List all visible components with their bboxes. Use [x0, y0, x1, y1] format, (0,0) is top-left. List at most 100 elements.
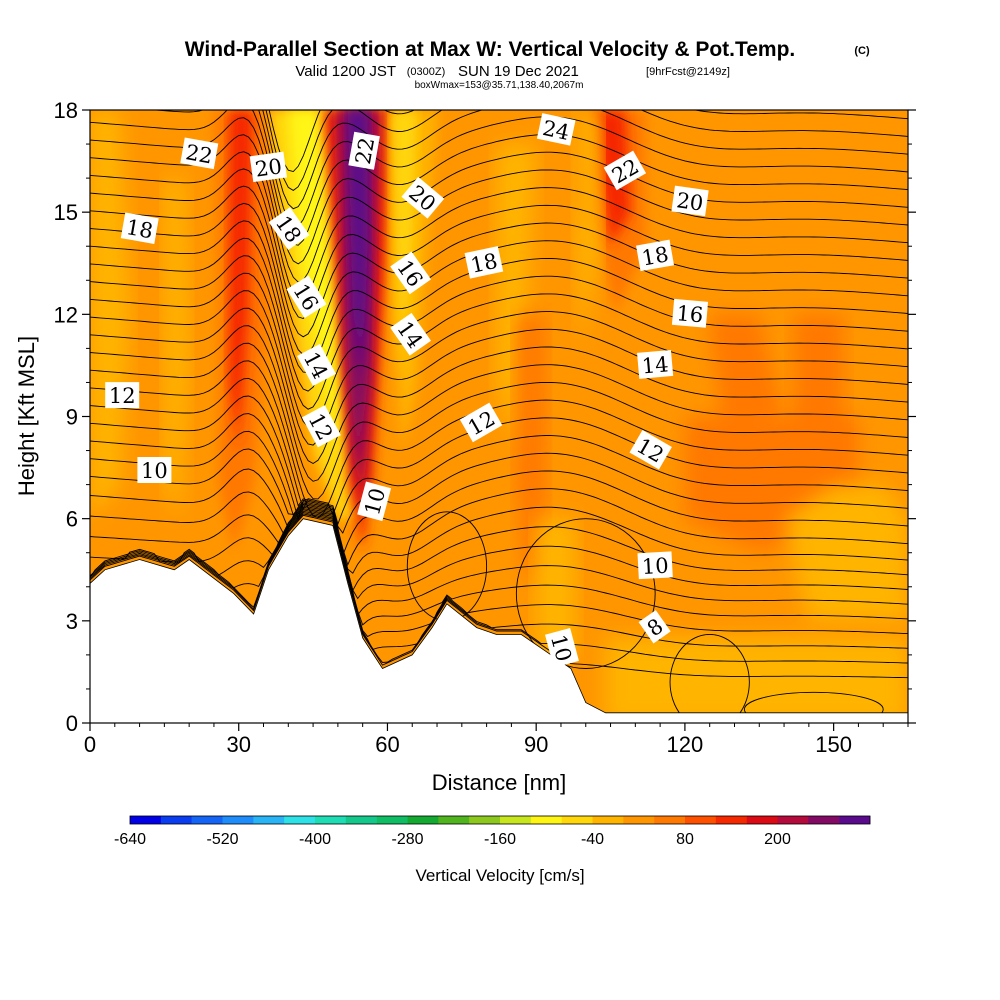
theta-contours: [90, 110, 908, 723]
theta-contour: [90, 134, 908, 283]
contour-label-box: [297, 343, 336, 387]
theta-contour: [90, 509, 908, 626]
contour-label: 12: [105, 382, 140, 409]
contour-label-box: [348, 131, 380, 170]
contour-label-box: [536, 113, 576, 146]
colorbar-tick-label: -400: [299, 831, 331, 848]
valid-time: Valid 1200 JST: [295, 63, 396, 80]
theta-contour: [90, 255, 908, 410]
colorbar-swatch: [253, 816, 285, 824]
contour-label-text: 14: [641, 352, 670, 378]
contour-label-text: 10: [641, 554, 669, 579]
contour-label-box: [137, 457, 172, 483]
theta-contour: [268, 110, 908, 173]
valid-utc: (0300Z): [407, 66, 446, 78]
y-tick-label: 0: [66, 711, 78, 736]
theta-contour: [90, 185, 908, 338]
colorbar-tick-label: -160: [484, 831, 516, 848]
theta-contour: [262, 110, 908, 210]
band-down-core: [288, 110, 358, 519]
contour-label-box: [637, 551, 673, 580]
contour-label-text: 24: [540, 116, 571, 145]
theta-contour: [90, 151, 908, 301]
band-up-1-core: [228, 110, 254, 451]
colorbar-swatch: [592, 816, 624, 824]
colorbar-swatch: [746, 816, 778, 824]
theta-contour: [90, 117, 908, 265]
contour-label-box: [249, 151, 288, 183]
contour-label-box: [638, 610, 671, 644]
contour-label-box: [180, 137, 219, 170]
colorbar-swatch: [284, 816, 316, 824]
velocity-field: [90, 110, 908, 723]
contour-label: 24: [536, 113, 576, 146]
box-info: boxWmax=153@35.71,138.40,2067m: [415, 80, 584, 91]
theta-contour: [90, 307, 908, 465]
contour-label-box: [268, 207, 310, 251]
contour-label-box: [636, 239, 675, 272]
colorbar-swatch: [685, 816, 717, 824]
contour-label-box: [603, 150, 647, 191]
contour-label-box: [390, 312, 432, 356]
contour-label-text: 10: [141, 459, 168, 483]
theta-contour: [90, 168, 908, 320]
contour-label-text: 18: [469, 249, 500, 278]
colorbar: -640 -520 -400 -280 -160 -40 80 200: [114, 815, 871, 848]
x-tick-label: 60: [375, 732, 399, 757]
x-tick-label: 90: [524, 732, 548, 757]
colorbar-swatch: [839, 816, 871, 824]
band-weak-br: [784, 484, 908, 621]
colorbar-swatch: [222, 816, 254, 824]
contour-label: 10: [137, 457, 172, 483]
y-tick-label: 3: [66, 609, 78, 634]
contour-label-text: 18: [124, 215, 154, 243]
contour-label-box: [459, 402, 503, 443]
contour-label-box: [120, 212, 159, 244]
contour-label-box: [357, 481, 392, 522]
title-tag: (C): [854, 45, 870, 57]
contour-label-text: 16: [676, 301, 705, 327]
contour-label: 18: [636, 239, 675, 272]
colorbar-swatch: [130, 816, 162, 824]
contour-label: 20: [671, 185, 709, 217]
theta-contour-closed: [515, 518, 656, 669]
theta-contour: [90, 506, 908, 600]
band-weak-left2: [164, 178, 190, 519]
contour-label: 22: [348, 131, 380, 170]
colorbar-swatch: [654, 816, 686, 824]
colorbar-swatch: [469, 816, 501, 824]
contour-label: 18: [120, 212, 159, 244]
band-weak-valley: [536, 518, 576, 655]
colorbar-swatch: [191, 816, 223, 824]
theta-contour: [90, 511, 908, 651]
colorbar-swatch: [530, 816, 562, 824]
contour-label: 20: [249, 151, 288, 183]
theta-contour: [90, 513, 908, 664]
valid-date: SUN 19 Dec 2021: [458, 63, 579, 80]
contour-label-box: [637, 349, 674, 379]
contour-label-box: [671, 185, 709, 217]
contour-label-box: [671, 298, 709, 328]
theta-contour: [90, 448, 908, 566]
colorbar-frame: [129, 815, 871, 825]
theta-contour: [90, 468, 908, 574]
theta-contour-closed: [743, 691, 884, 723]
contour-label-box: [545, 628, 579, 668]
colorbar-label: Vertical Velocity [cm/s]: [415, 866, 584, 885]
colorbar-tick-label: -40: [581, 831, 604, 848]
x-tick-label: 0: [84, 732, 96, 757]
colorbar-swatch: [808, 816, 840, 824]
band-weak-left: [90, 110, 130, 519]
theta-contour: [90, 413, 908, 534]
x-tick-label: 120: [667, 732, 704, 757]
colorbar-tick-label: -280: [391, 831, 423, 848]
y-tick-label: 12: [54, 302, 78, 327]
theta-contour-closed: [669, 634, 750, 723]
band-up-main-4: [347, 110, 368, 383]
contour-label-text: 22: [184, 140, 214, 168]
theta-contour: [150, 110, 908, 228]
colorbar-tick-label: -640: [114, 831, 146, 848]
